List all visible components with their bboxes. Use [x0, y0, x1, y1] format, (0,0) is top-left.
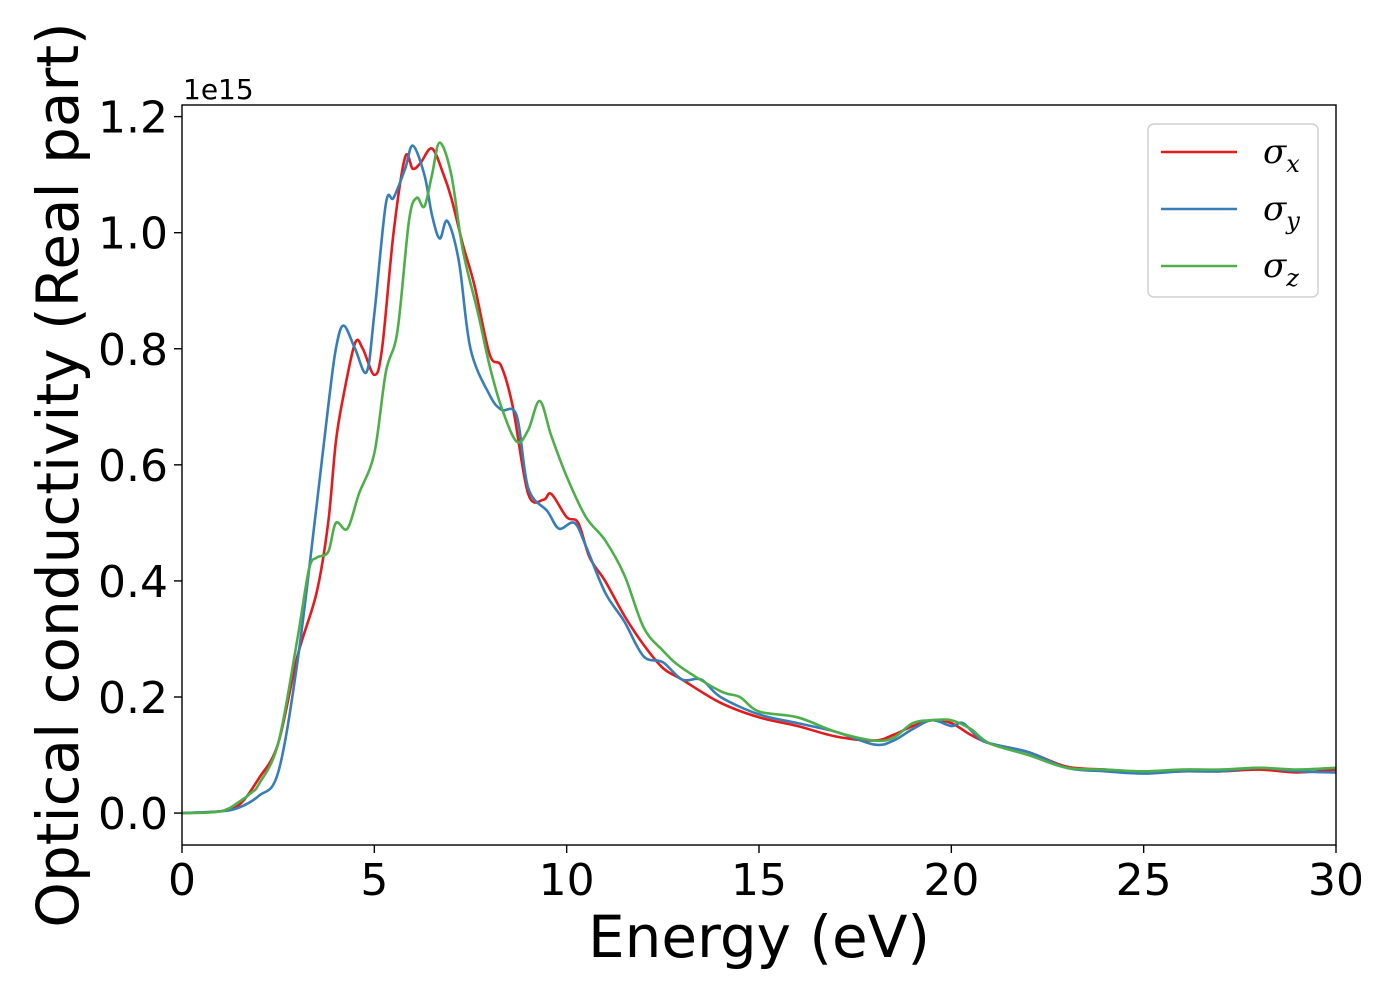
- x-axis-label: Energy (eV): [588, 903, 930, 971]
- y-offset-label: 1e15: [183, 73, 254, 106]
- series-line-z: [182, 141, 1336, 815]
- y-axis-label: Optical conductivity (Real part): [24, 22, 92, 927]
- legend-label-y: σy: [1263, 189, 1300, 235]
- x-tick-label: 15: [731, 855, 787, 906]
- y-tick-label: 0.8: [98, 325, 168, 376]
- y-tick-label: 0.6: [98, 441, 168, 492]
- x-axis: 0 5 10 15 20 25 30: [168, 845, 1364, 906]
- legend-symbol: σ: [1263, 246, 1287, 286]
- x-tick-label: 20: [923, 855, 979, 906]
- series-line-y: [182, 144, 1336, 815]
- y-tick-label: 0.4: [98, 557, 168, 608]
- y-tick-label: 1.0: [98, 209, 168, 260]
- y-tick-label: 1.2: [98, 93, 168, 144]
- x-tick-label: 10: [539, 855, 595, 906]
- y-tick-label: 0.0: [98, 789, 168, 840]
- legend-subscript: x: [1286, 150, 1300, 178]
- legend-symbol: σ: [1263, 132, 1287, 172]
- y-axis: 0.0 0.2 0.4 0.6 0.8 1.0 1.2: [98, 93, 182, 840]
- x-tick-label: 0: [168, 855, 196, 906]
- series-layer: [182, 141, 1336, 815]
- legend-box: [1147, 123, 1319, 298]
- legend-subscript: y: [1285, 207, 1300, 235]
- legend-label-x: σx: [1263, 132, 1300, 178]
- y-tick-label: 0.2: [98, 673, 168, 724]
- legend-label-z: σz: [1263, 246, 1299, 292]
- x-tick-label: 30: [1308, 855, 1364, 906]
- legend-subscript: z: [1285, 264, 1299, 292]
- legend-symbol: σ: [1263, 189, 1287, 229]
- x-tick-label: 5: [360, 855, 388, 906]
- x-tick-label: 25: [1116, 855, 1172, 906]
